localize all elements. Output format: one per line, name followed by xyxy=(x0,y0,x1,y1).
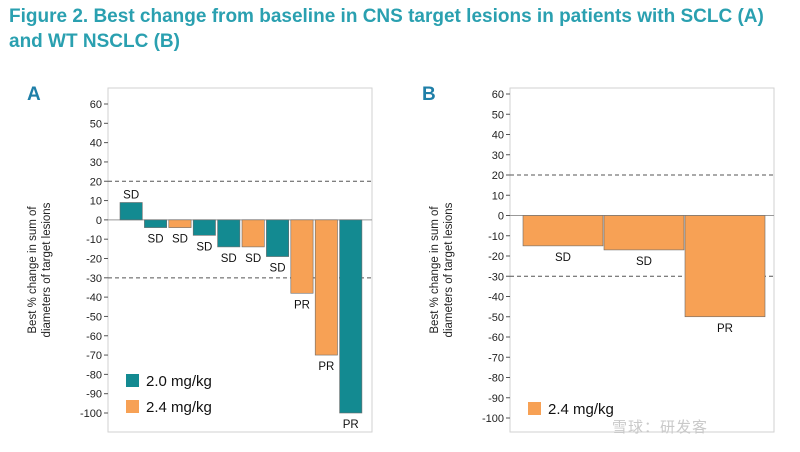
panel-a-bar xyxy=(290,219,314,294)
panel-a-plot-frame xyxy=(107,87,373,433)
panel-a-y-tick-label: 20 xyxy=(90,176,102,188)
panel-a-bar-label: SD xyxy=(245,253,261,265)
panel-a-bar xyxy=(314,219,338,356)
panel-b-plot-frame xyxy=(509,87,775,433)
panel-a-y-tick-label: 30 xyxy=(90,157,102,169)
panel-a-bar-label: PR xyxy=(294,299,310,311)
panel-a-y-tick-label: -40 xyxy=(86,292,102,304)
panel-a-bar-label: PR xyxy=(343,419,359,431)
panel-b-label: B xyxy=(422,84,436,105)
panel-a-bar-label: SD xyxy=(148,234,164,246)
panel-b-y-tick-label: -90 xyxy=(488,393,504,405)
panel-b-y-tick-label: 60 xyxy=(492,89,504,101)
panel-a-y-tick-label: -100 xyxy=(80,408,102,420)
panel-a-bar xyxy=(119,202,143,221)
panel-a-bar xyxy=(266,219,289,257)
panel-b-y-tick-label: -70 xyxy=(488,352,504,364)
panel-b-y-tick-label: -50 xyxy=(488,312,504,324)
panel-a-y-tick-label: -80 xyxy=(86,369,102,381)
panel-b-bar-label: SD xyxy=(636,256,652,268)
panel-a-y-tick-label: -70 xyxy=(86,350,102,362)
panel-b-legend-label: 2.4 mg/kg xyxy=(548,401,614,418)
panel-a-y-tick-label: -90 xyxy=(86,389,102,401)
panel-a-y-axis-label: Best % change in sum of xyxy=(27,206,39,334)
panel-a-y-tick-label: -50 xyxy=(86,311,102,323)
panel-a-label: A xyxy=(27,84,41,105)
panel-a-bar xyxy=(339,219,363,414)
panel-b-bar xyxy=(522,215,604,247)
panel-b-bar-label: PR xyxy=(717,323,733,335)
panel-b-y-tick-label: -60 xyxy=(488,332,504,344)
panel-a-bar xyxy=(144,219,167,228)
panel-b-y-tick-label: 30 xyxy=(492,150,504,162)
panel-b-y-axis-label: diameters of target lesions xyxy=(443,202,455,337)
panel-a-y-tick-label: 60 xyxy=(90,99,102,111)
panel-a-legend-label: 2.0 mg/kg xyxy=(146,373,212,390)
panel-a-bar-label: SD xyxy=(172,234,188,246)
panel-a-y-tick-label: -10 xyxy=(86,234,102,246)
panel-a-bar-label: SD xyxy=(196,241,212,253)
panel-a-legend-label: 2.4 mg/kg xyxy=(146,399,212,416)
panel-b-y-tick-label: -40 xyxy=(488,292,504,304)
panel-a-y-tick-label: 40 xyxy=(90,138,102,150)
panel-b-y-tick-label: 40 xyxy=(492,130,504,142)
panel-a-y-tick-label: -20 xyxy=(86,254,102,266)
panel-a-y-tick-label: 50 xyxy=(90,118,102,130)
panel-b-y-tick-label: -20 xyxy=(488,251,504,263)
panel-b-y-tick-label: 0 xyxy=(498,211,504,223)
panel-b-y-tick-label: -100 xyxy=(482,413,504,425)
panel-b-bar-label: SD xyxy=(555,252,571,264)
panel-b-y-tick-label: 20 xyxy=(492,170,504,182)
panel-b-y-tick-label: 10 xyxy=(492,190,504,202)
panel-b-bar xyxy=(603,215,685,251)
panel-b-legend-swatch xyxy=(528,402,541,415)
panel-a-y-tick-label: 10 xyxy=(90,196,102,208)
panel-a-bar xyxy=(168,219,192,228)
watermark-text: 雪球：研发客 xyxy=(612,419,709,436)
panel-a-bar xyxy=(192,219,216,236)
panel-a-legend-swatch xyxy=(126,374,139,387)
panel-a-bar-label: PR xyxy=(318,361,334,373)
panel-a-bar-label: SD xyxy=(221,253,237,265)
panel-a-bar xyxy=(217,219,241,248)
panel-a-y-tick-label: -60 xyxy=(86,331,102,343)
panel-b-bar xyxy=(684,215,766,318)
panel-a-bar xyxy=(241,219,265,248)
panel-a-legend-swatch xyxy=(126,400,139,413)
panel-a-y-axis-label: diameters of target lesions xyxy=(41,202,53,337)
panel-b-y-axis-label: Best % change in sum of xyxy=(429,206,441,334)
panel-b-y-tick-label: -80 xyxy=(488,373,504,385)
panel-a-bar-label: SD xyxy=(270,263,286,275)
panel-a-bar-label: SD xyxy=(123,189,139,201)
panel-b-y-tick-label: 50 xyxy=(492,109,504,121)
panel-a-y-tick-label: 0 xyxy=(96,215,102,227)
panel-a-y-tick-label: -30 xyxy=(86,273,102,285)
figure-title: Figure 2. Best change from baseline in C… xyxy=(9,6,764,52)
panel-b-y-tick-label: -30 xyxy=(488,271,504,283)
panel-b-y-tick-label: -10 xyxy=(488,231,504,243)
